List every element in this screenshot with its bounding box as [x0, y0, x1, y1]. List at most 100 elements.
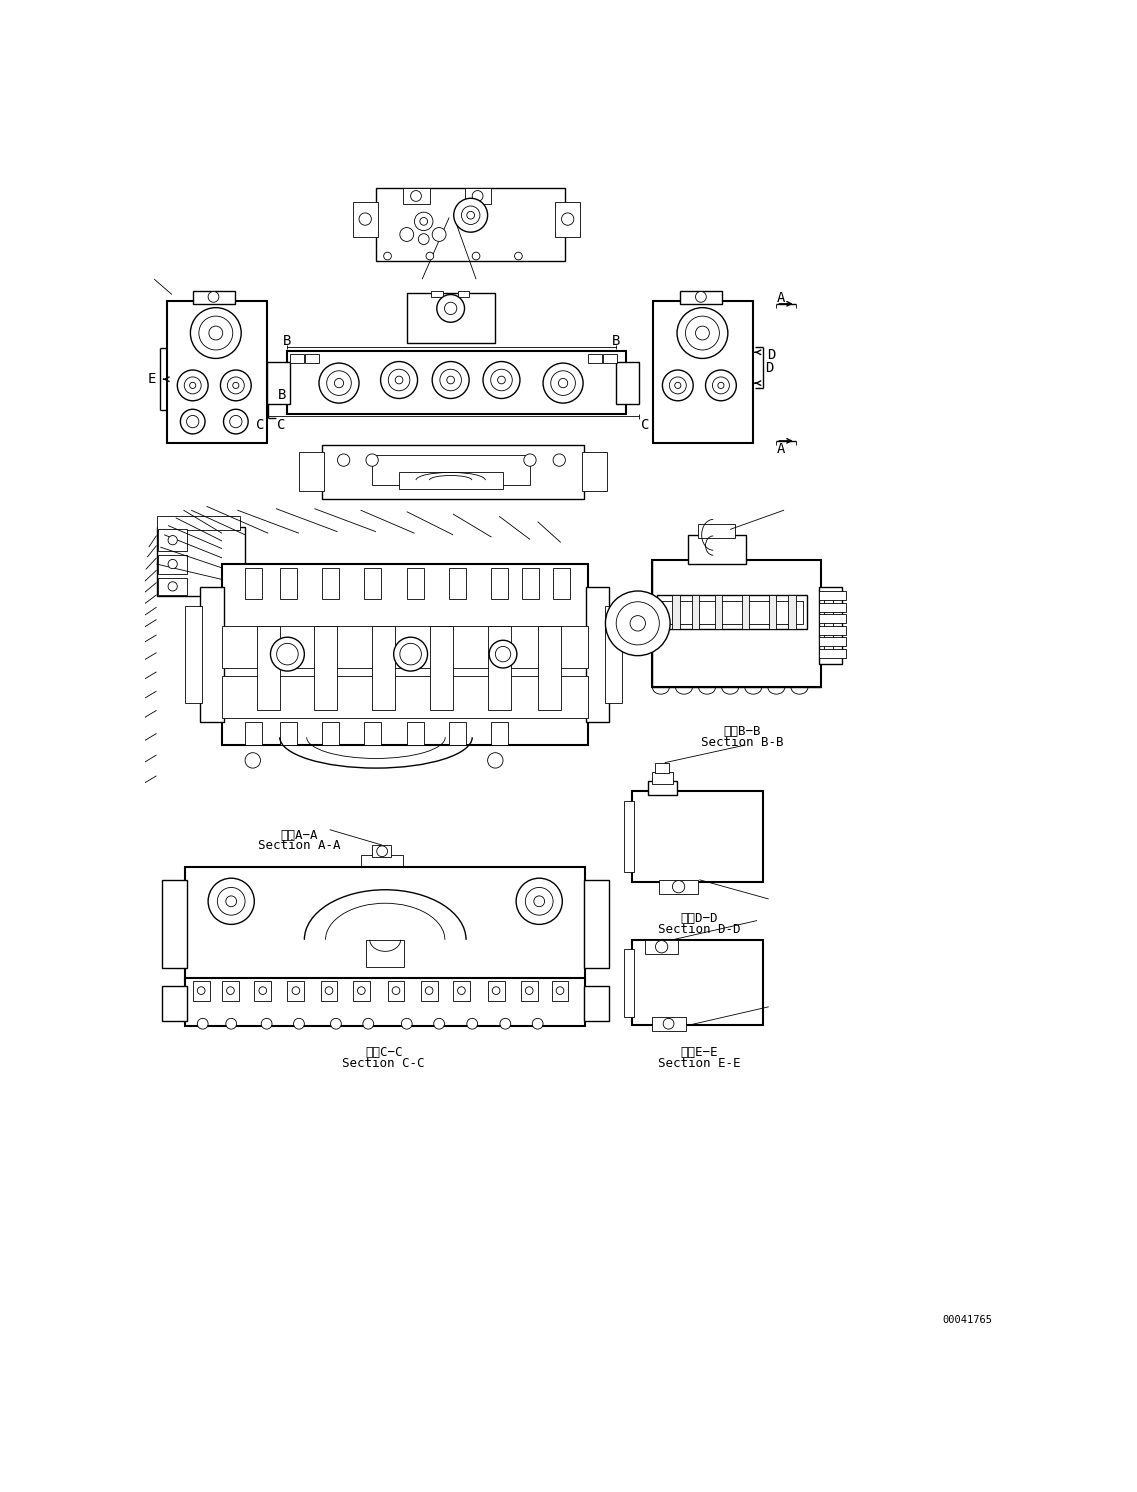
- Bar: [582, 452, 607, 491]
- Circle shape: [462, 206, 480, 224]
- Circle shape: [498, 376, 505, 383]
- Circle shape: [233, 382, 239, 388]
- Bar: [457, 291, 470, 297]
- Text: Section E-E: Section E-E: [658, 1058, 740, 1070]
- Circle shape: [271, 637, 305, 671]
- Bar: [305, 354, 319, 363]
- Bar: [372, 455, 530, 485]
- Circle shape: [553, 454, 565, 466]
- Bar: [192, 291, 235, 304]
- Circle shape: [440, 369, 462, 391]
- Bar: [819, 588, 841, 664]
- Circle shape: [224, 409, 248, 434]
- Bar: [314, 625, 338, 710]
- Circle shape: [525, 888, 553, 915]
- Text: C: C: [277, 418, 285, 433]
- Circle shape: [616, 601, 659, 645]
- Bar: [158, 577, 188, 595]
- Circle shape: [292, 986, 300, 995]
- Bar: [157, 516, 240, 530]
- Circle shape: [221, 370, 251, 401]
- Bar: [290, 354, 304, 363]
- Bar: [655, 762, 670, 773]
- Circle shape: [543, 363, 583, 403]
- Bar: [299, 452, 324, 491]
- Circle shape: [325, 986, 333, 995]
- Circle shape: [226, 1019, 236, 1029]
- Bar: [698, 524, 735, 537]
- Text: 00041765: 00041765: [943, 1314, 993, 1325]
- Bar: [605, 606, 622, 703]
- Bar: [321, 982, 338, 1001]
- Circle shape: [488, 752, 503, 768]
- Text: 断面B−B: 断面B−B: [724, 725, 762, 739]
- Circle shape: [181, 409, 205, 434]
- Circle shape: [533, 895, 545, 907]
- Bar: [267, 361, 290, 404]
- Bar: [222, 564, 588, 745]
- Bar: [584, 986, 608, 1021]
- Circle shape: [670, 377, 687, 394]
- Bar: [158, 530, 188, 551]
- Text: B: B: [612, 334, 621, 348]
- Circle shape: [492, 986, 500, 995]
- Bar: [388, 982, 405, 1001]
- Text: Section A-A: Section A-A: [258, 840, 340, 852]
- Text: Section D-D: Section D-D: [658, 922, 740, 935]
- Bar: [407, 722, 424, 745]
- Circle shape: [226, 895, 236, 907]
- Text: Section B-B: Section B-B: [702, 736, 783, 749]
- Circle shape: [190, 307, 241, 358]
- Circle shape: [393, 637, 428, 671]
- Bar: [616, 361, 639, 404]
- Text: D: D: [765, 361, 774, 374]
- Bar: [246, 722, 262, 745]
- Circle shape: [401, 1019, 412, 1029]
- Bar: [661, 601, 804, 624]
- Circle shape: [516, 879, 563, 925]
- Circle shape: [550, 372, 575, 395]
- Circle shape: [338, 454, 350, 466]
- Circle shape: [208, 879, 255, 925]
- Bar: [453, 982, 470, 1001]
- Bar: [824, 595, 833, 656]
- Circle shape: [500, 1019, 511, 1029]
- Bar: [522, 568, 539, 598]
- Circle shape: [168, 582, 177, 591]
- Circle shape: [454, 198, 488, 233]
- Bar: [769, 595, 777, 630]
- Circle shape: [259, 986, 267, 995]
- Circle shape: [184, 377, 201, 394]
- Circle shape: [186, 415, 199, 428]
- Bar: [584, 880, 608, 968]
- Bar: [551, 982, 568, 1001]
- Bar: [222, 982, 239, 1001]
- Bar: [161, 986, 186, 1021]
- Bar: [200, 588, 224, 722]
- Bar: [257, 625, 280, 710]
- Circle shape: [672, 880, 684, 892]
- Circle shape: [190, 382, 196, 388]
- Circle shape: [209, 327, 223, 340]
- Circle shape: [525, 986, 533, 995]
- Circle shape: [199, 316, 233, 351]
- Circle shape: [489, 640, 517, 668]
- Bar: [365, 722, 381, 745]
- Circle shape: [410, 191, 422, 201]
- Circle shape: [363, 1019, 374, 1029]
- Circle shape: [425, 986, 433, 995]
- Circle shape: [389, 369, 409, 391]
- Circle shape: [357, 986, 365, 995]
- Circle shape: [226, 986, 234, 995]
- Circle shape: [677, 307, 728, 358]
- Circle shape: [262, 1019, 272, 1029]
- Bar: [407, 292, 496, 343]
- Bar: [521, 982, 538, 1001]
- Circle shape: [230, 415, 242, 428]
- Circle shape: [524, 454, 537, 466]
- Bar: [352, 201, 377, 237]
- Circle shape: [558, 379, 567, 388]
- Circle shape: [467, 212, 474, 219]
- Circle shape: [717, 382, 724, 388]
- Bar: [491, 722, 508, 745]
